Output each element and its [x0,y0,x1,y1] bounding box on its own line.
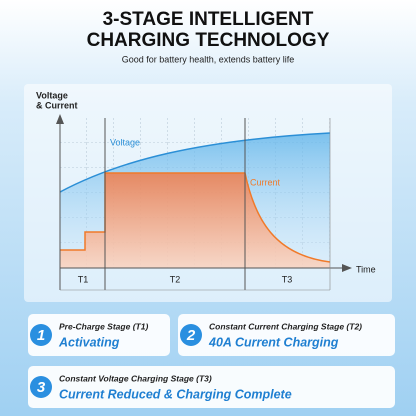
step-label: Pre-Charge Stage (T1) [59,321,148,331]
title: CHARGING TECHNOLOGY [87,30,330,51]
step-badge [180,324,202,346]
axis-arrow [342,264,352,272]
step-badge [30,376,52,398]
voltage-curve [59,132,331,193]
step-card [28,366,395,408]
x-axis-label: Time [356,264,376,274]
title: 3-STAGE INTELLIGENT [103,9,314,30]
stage-label: T1 [78,274,89,284]
y-axis-label: Voltage [36,90,68,100]
step-card [28,314,170,356]
step-badge [30,324,52,346]
step-number: 1 [37,327,45,344]
step-number: 2 [186,327,196,344]
curve-label: Current [250,177,281,187]
steps: 1 Pre-Charge Stage (T1) Activating 2 Constan… [28,314,395,408]
step-status: 40A Current Charging [208,335,339,349]
axis-arrow [56,114,64,124]
step-label: Constant Current Charging Stage (T2) [209,321,362,331]
step-status: Activating [58,335,120,349]
step-label: Constant Voltage Charging Stage (T3) [59,373,212,383]
subtitle: Good for battery health, extends battery… [122,54,295,64]
stage-label: T2 [170,274,181,284]
step-number: 3 [37,379,46,396]
stage-label: T3 [282,274,293,284]
curve-label: Voltage [110,137,140,147]
current-area [60,173,330,268]
step-card [178,314,395,356]
step-status: Current Reduced & Charging Complete [59,387,292,401]
y-axis-label: & Current [36,100,78,110]
